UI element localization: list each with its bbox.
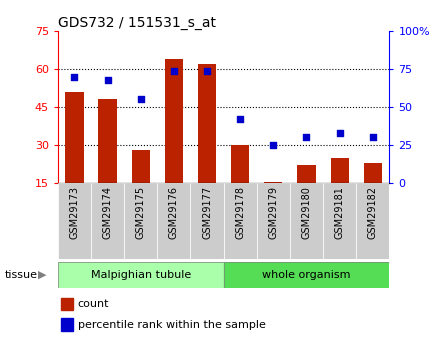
Bar [61,318,73,331]
Bar [198,64,216,183]
Bar [132,150,150,183]
Bar [58,262,224,288]
Point [336,130,343,136]
Point [170,68,178,73]
Text: GSM29182: GSM29182 [368,186,378,239]
FancyBboxPatch shape [91,183,124,259]
Point [137,97,144,102]
Point [303,135,310,140]
Text: tissue: tissue [4,270,37,280]
Text: GSM29179: GSM29179 [268,186,278,239]
Bar [297,165,316,183]
Text: whole organism: whole organism [262,270,351,280]
Text: GSM29176: GSM29176 [169,186,179,239]
Text: GSM29178: GSM29178 [235,186,245,239]
Bar [58,262,224,288]
Bar [264,181,283,183]
Point [104,77,111,82]
Bar [223,262,389,288]
Bar [231,145,249,183]
Text: count: count [78,299,109,309]
FancyBboxPatch shape [290,183,323,259]
FancyBboxPatch shape [158,183,190,259]
Bar [98,99,117,183]
Text: percentile rank within the sample: percentile rank within the sample [78,320,266,329]
FancyBboxPatch shape [190,183,223,259]
FancyBboxPatch shape [58,183,91,259]
Point [203,68,210,73]
Text: GSM29181: GSM29181 [335,186,344,239]
Bar [165,59,183,183]
FancyBboxPatch shape [223,183,257,259]
FancyBboxPatch shape [356,183,389,259]
Point [270,142,277,148]
Bar [331,158,349,183]
Text: GSM29177: GSM29177 [202,186,212,239]
Text: GSM29173: GSM29173 [69,186,79,239]
FancyBboxPatch shape [323,183,356,259]
FancyBboxPatch shape [257,183,290,259]
Text: GSM29174: GSM29174 [103,186,113,239]
Point [71,74,78,79]
Bar [223,262,389,288]
Text: GSM29175: GSM29175 [136,186,146,239]
Text: ▶: ▶ [38,270,47,280]
FancyBboxPatch shape [124,183,158,259]
Text: GSM29180: GSM29180 [302,186,312,239]
Text: GDS732 / 151531_s_at: GDS732 / 151531_s_at [58,16,216,30]
Point [369,135,376,140]
Text: Malpighian tubule: Malpighian tubule [91,270,191,280]
Bar [65,92,84,183]
Point [237,116,244,122]
Bar [61,298,73,310]
Bar [364,162,382,183]
